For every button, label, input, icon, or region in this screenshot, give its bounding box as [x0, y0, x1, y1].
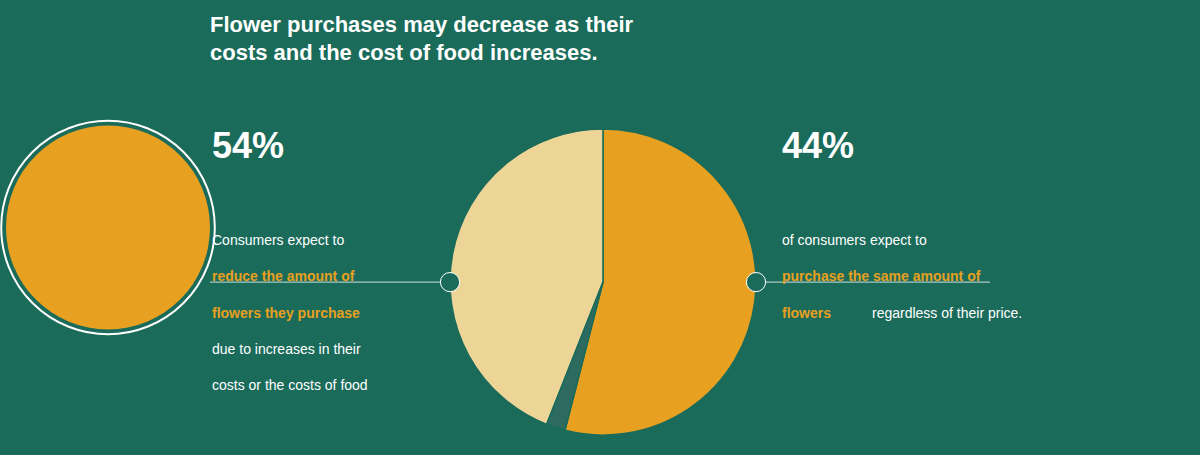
svg-text:54%: 54%: [212, 125, 284, 166]
svg-text:due to increases in their: due to increases in their: [212, 341, 361, 357]
svg-text:44%: 44%: [782, 125, 854, 166]
svg-text:regardless of their price.: regardless of their price.: [872, 305, 1022, 321]
svg-text:purchase the same amount of: purchase the same amount of: [782, 268, 981, 284]
svg-text:flowers: flowers: [782, 305, 831, 321]
svg-text:Flower purchases may decrease: Flower purchases may decrease as theirco…: [210, 12, 634, 66]
svg-text:of consumers expect to: of consumers expect to: [782, 232, 927, 248]
svg-text:Consumers expect to: Consumers expect to: [212, 232, 344, 248]
svg-text:flowers they purchase: flowers they purchase: [212, 305, 360, 321]
svg-text:costs or the costs of food: costs or the costs of food: [212, 377, 368, 393]
svg-text:reduce the amount of: reduce the amount of: [212, 268, 355, 284]
